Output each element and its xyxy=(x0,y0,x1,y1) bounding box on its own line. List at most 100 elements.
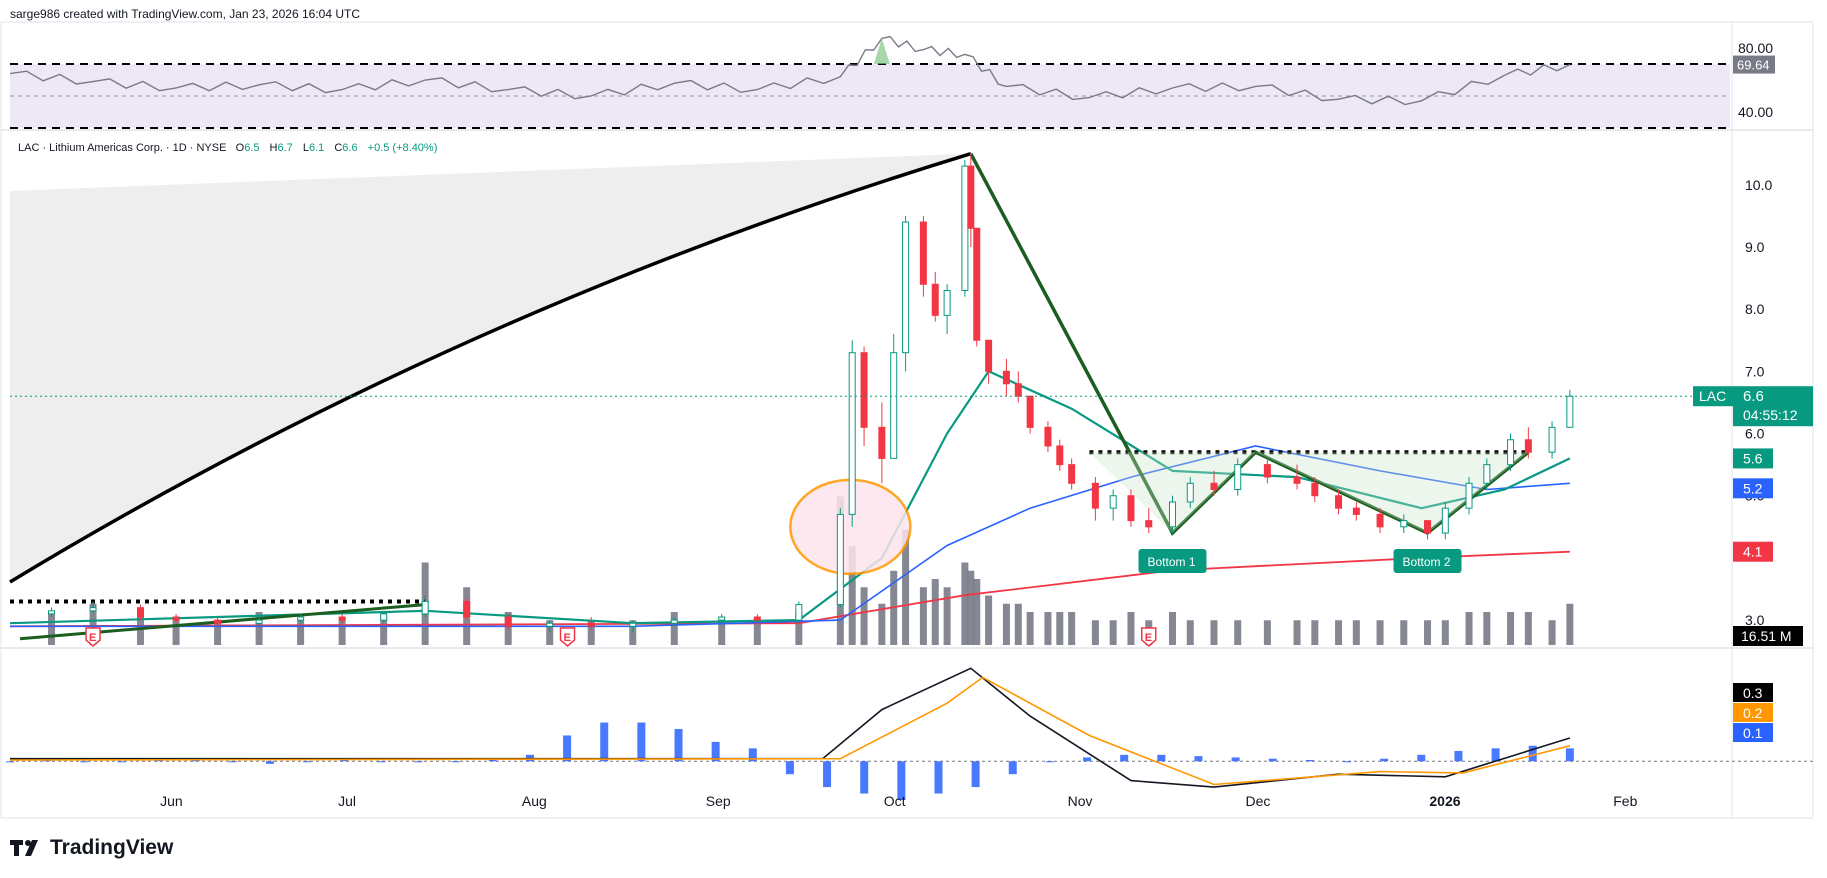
candle-body xyxy=(1335,495,1343,509)
candle-body xyxy=(1293,476,1301,484)
rsi-overbought-fill xyxy=(873,38,890,64)
macd-badge-text: 0.2 xyxy=(1743,705,1763,721)
volume-bar xyxy=(1400,620,1408,645)
volume-bar xyxy=(1234,620,1242,645)
candle-body xyxy=(1014,383,1022,397)
earnings-marker xyxy=(559,627,576,647)
price-badge-countdown: 04:55:12 xyxy=(1743,407,1798,423)
time-axis-label: Sep xyxy=(706,793,731,809)
volume-bar xyxy=(848,546,856,645)
candle-body xyxy=(1109,495,1117,509)
double-bottom-pattern xyxy=(969,152,1530,536)
chart-attribution: sarge986 created with TradingView.com, J… xyxy=(10,7,360,21)
volume-bar xyxy=(1465,612,1473,645)
volume-bar xyxy=(172,620,180,645)
price-badge xyxy=(1733,386,1813,427)
volume-bar xyxy=(1441,620,1449,645)
volume-bar xyxy=(1566,603,1574,645)
fan-shaded-area xyxy=(10,153,971,582)
volume-bar xyxy=(297,620,305,645)
candle-body xyxy=(795,604,803,621)
ma-badge-text: 5.2 xyxy=(1743,480,1763,496)
macd-histogram-bar xyxy=(563,735,572,762)
price-tick-label: 8.0 xyxy=(1745,301,1765,317)
macd-histogram-bar xyxy=(117,761,126,763)
volume-bar xyxy=(1483,612,1491,645)
candle-body xyxy=(338,616,346,621)
candle-body xyxy=(214,619,222,624)
candle-body xyxy=(961,165,969,291)
candle-body xyxy=(670,619,678,624)
bottom-1-label: Bottom 1 xyxy=(1147,555,1195,569)
macd-histogram-bar xyxy=(265,761,274,764)
candle-body xyxy=(1352,507,1360,515)
candle-body xyxy=(860,352,868,428)
candle-body xyxy=(931,283,939,316)
time-axis-label: Aug xyxy=(522,793,547,809)
volume-bar xyxy=(1376,620,1384,645)
macd-histogram-bar xyxy=(823,761,832,788)
macd-histogram-bar xyxy=(1565,748,1574,762)
candle-body xyxy=(943,289,951,316)
ma-badge-text: 4.1 xyxy=(1743,544,1763,560)
volume-bar xyxy=(1524,612,1532,645)
macd-histogram-bar xyxy=(1120,754,1129,762)
macd-histogram-bar xyxy=(228,761,237,763)
macd-line xyxy=(10,667,1571,788)
ma-mid-line xyxy=(10,445,1570,628)
candle-body xyxy=(1234,464,1242,491)
candle-body xyxy=(902,221,910,354)
macd-histogram-bar xyxy=(711,741,720,762)
symbol-title[interactable]: LAC · Lithium Americas Corp. · 1D · NYSE xyxy=(18,142,227,154)
candle-body xyxy=(1483,464,1491,484)
macd-histogram-bar xyxy=(377,761,386,763)
macd-histogram-bar xyxy=(1231,757,1240,762)
volume-bar xyxy=(48,612,56,645)
open-label: O xyxy=(235,142,245,154)
volume-bar xyxy=(1186,620,1194,645)
macd-histogram-bar xyxy=(1083,757,1092,762)
macd-badge xyxy=(1733,683,1773,702)
macd-histogram-bar xyxy=(1157,754,1166,762)
low-label: L xyxy=(302,142,309,154)
macd-histogram-bar xyxy=(1268,758,1277,762)
tradingview-logo-icon xyxy=(10,840,38,856)
candle-body xyxy=(546,622,554,627)
symbol-tag xyxy=(1693,386,1733,407)
volume-bar xyxy=(380,612,388,645)
macd-histogram-bar xyxy=(1194,756,1203,762)
macd-histogram-bar xyxy=(1417,754,1426,762)
candle-body xyxy=(1548,426,1556,453)
time-axis-label: Jun xyxy=(160,793,183,809)
macd-histogram-bar xyxy=(154,759,163,762)
volume-bar xyxy=(1424,620,1432,645)
earnings-marker xyxy=(1141,627,1157,647)
macd-histogram-bar xyxy=(340,759,349,762)
candle-body xyxy=(421,600,429,615)
ma-badge xyxy=(1733,478,1773,499)
volume-bar xyxy=(973,579,981,645)
price-badge-value: 6.6 xyxy=(1743,388,1764,405)
candle-body xyxy=(878,426,886,459)
close-value: 6.6 xyxy=(342,142,358,154)
volume-badge xyxy=(1733,626,1803,646)
rsi-line xyxy=(9,35,1571,106)
candle-body xyxy=(1507,439,1515,466)
chart-canvas[interactable]: 80.0040.0069.6410.09.08.07.06.05.03.0EEE… xyxy=(0,0,1827,830)
candle-body xyxy=(985,339,993,372)
macd-histogram-bar xyxy=(934,761,943,794)
rsi-value-badge xyxy=(1733,55,1775,74)
candle-body xyxy=(1465,482,1473,509)
candle-body xyxy=(1044,426,1052,447)
ma-badge xyxy=(1733,448,1773,469)
volume-bar xyxy=(338,620,346,645)
earnings-marker-label: E xyxy=(564,632,571,644)
symbol-tag-text: LAC xyxy=(1699,388,1726,404)
brand[interactable]: TradingView xyxy=(10,836,173,860)
volume-bar xyxy=(878,603,886,645)
volume-bar xyxy=(1293,620,1301,645)
volume-bar xyxy=(1127,612,1135,645)
signal-line xyxy=(9,676,1571,786)
candle-body xyxy=(172,616,180,621)
volume-bar xyxy=(1352,620,1360,645)
